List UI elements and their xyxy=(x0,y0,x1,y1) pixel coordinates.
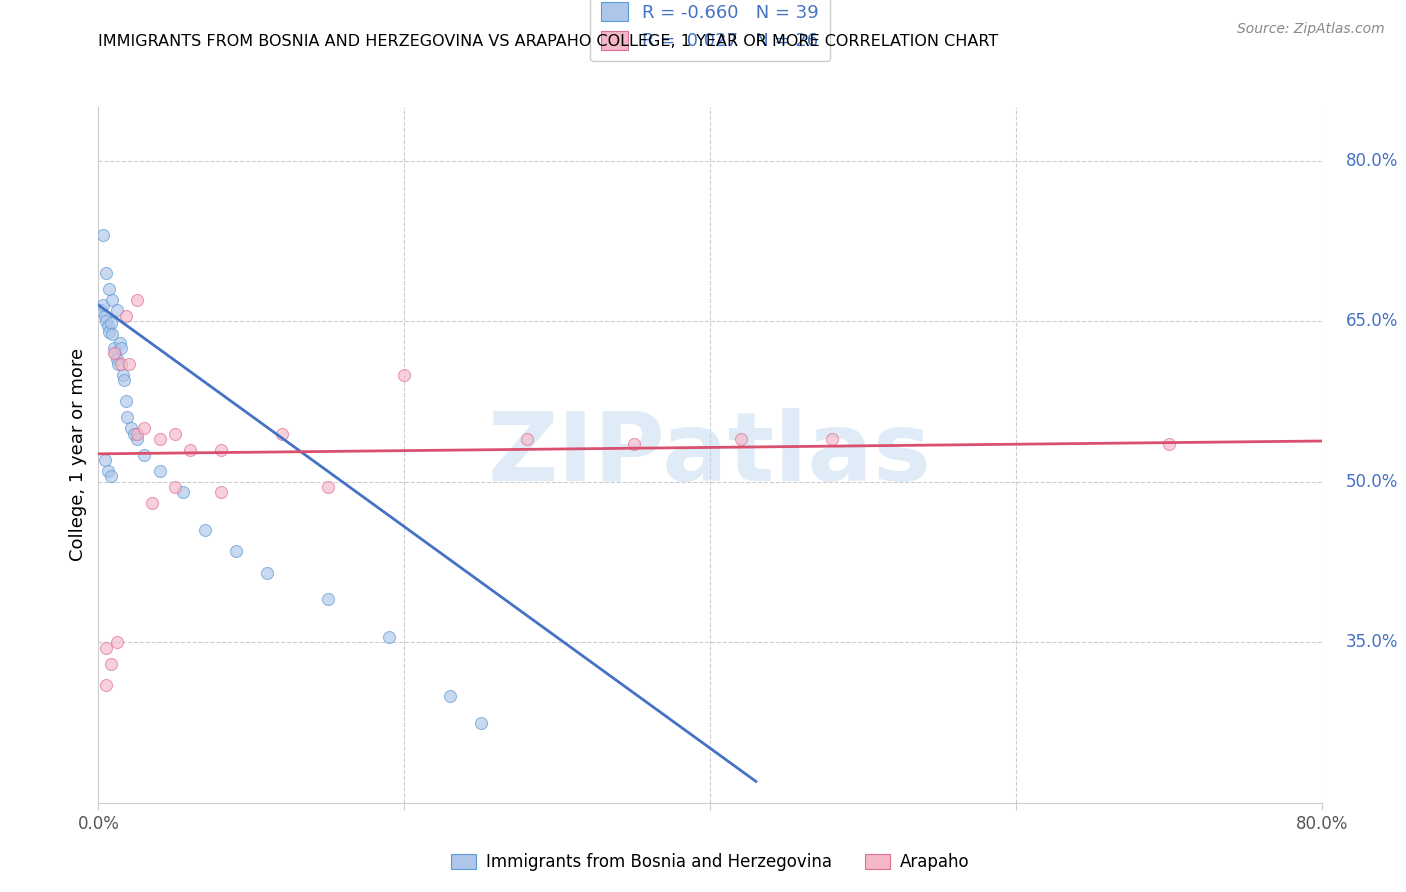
Point xyxy=(316,592,339,607)
Point xyxy=(94,640,117,655)
Point xyxy=(163,480,186,494)
Point xyxy=(439,689,461,703)
Point xyxy=(163,426,186,441)
Point xyxy=(105,635,128,649)
Point xyxy=(516,432,538,446)
Point xyxy=(115,394,138,409)
Point xyxy=(117,410,139,425)
Text: 80.0%: 80.0% xyxy=(1346,152,1399,169)
Point xyxy=(122,426,145,441)
Point xyxy=(100,316,122,330)
Point xyxy=(623,437,645,451)
Point xyxy=(110,357,132,371)
Point xyxy=(125,432,148,446)
Point xyxy=(149,464,172,478)
Point xyxy=(209,442,232,457)
Point xyxy=(94,678,117,692)
Point xyxy=(134,421,156,435)
Point xyxy=(98,325,121,339)
Point xyxy=(103,346,125,360)
Point xyxy=(105,303,128,318)
Point xyxy=(94,314,117,328)
Point xyxy=(1157,437,1180,451)
Point xyxy=(100,657,122,671)
Point xyxy=(90,303,112,318)
Point xyxy=(105,351,128,366)
Point xyxy=(97,464,120,478)
Point xyxy=(470,715,492,730)
Point xyxy=(97,319,120,334)
Point xyxy=(149,432,172,446)
Point xyxy=(256,566,278,580)
Point xyxy=(225,544,247,558)
Point xyxy=(93,309,115,323)
Point xyxy=(115,309,138,323)
Point xyxy=(179,442,201,457)
Point xyxy=(91,298,114,312)
Point xyxy=(270,426,292,441)
Legend: Immigrants from Bosnia and Herzegovina, Arapaho: Immigrants from Bosnia and Herzegovina, … xyxy=(444,847,976,878)
Point xyxy=(108,335,131,350)
Text: IMMIGRANTS FROM BOSNIA AND HERZEGOVINA VS ARAPAHO COLLEGE, 1 YEAR OR MORE CORREL: IMMIGRANTS FROM BOSNIA AND HERZEGOVINA V… xyxy=(98,34,998,49)
Point xyxy=(93,453,115,467)
Text: 65.0%: 65.0% xyxy=(1346,312,1399,330)
Point xyxy=(125,426,148,441)
Point xyxy=(392,368,416,382)
Point xyxy=(120,421,142,435)
Point xyxy=(101,326,124,341)
Point xyxy=(98,282,121,296)
Point xyxy=(378,630,401,644)
Point xyxy=(194,523,217,537)
Point xyxy=(94,266,117,280)
Point xyxy=(101,293,124,307)
Text: Source: ZipAtlas.com: Source: ZipAtlas.com xyxy=(1237,22,1385,37)
Point xyxy=(172,485,194,500)
Point xyxy=(91,228,114,243)
Text: ZIPatlas: ZIPatlas xyxy=(488,409,932,501)
Point xyxy=(107,357,129,371)
Point xyxy=(316,480,339,494)
Point xyxy=(118,357,141,371)
Y-axis label: College, 1 year or more: College, 1 year or more xyxy=(69,349,87,561)
Point xyxy=(125,293,148,307)
Point xyxy=(104,346,127,360)
Point xyxy=(103,341,125,355)
Point xyxy=(134,448,156,462)
Point xyxy=(141,496,163,510)
Point xyxy=(110,341,132,355)
Point xyxy=(111,368,134,382)
Point xyxy=(209,485,232,500)
Text: 50.0%: 50.0% xyxy=(1346,473,1399,491)
Point xyxy=(730,432,752,446)
Point xyxy=(112,373,135,387)
Point xyxy=(100,469,122,483)
Point xyxy=(821,432,844,446)
Text: 35.0%: 35.0% xyxy=(1346,633,1399,651)
